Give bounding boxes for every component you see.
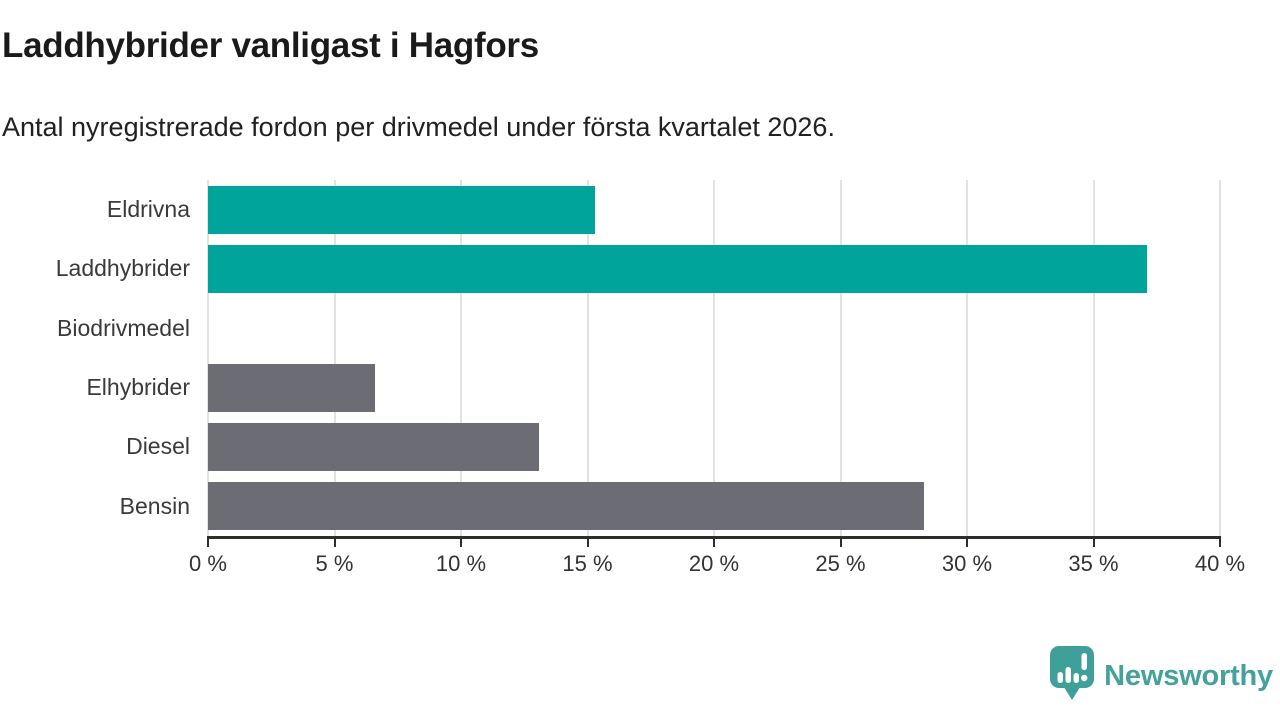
x-axis-tick-label: 15 %	[562, 551, 613, 576]
bar-row: Eldrivna	[0, 180, 1220, 239]
bubble-shape	[1050, 646, 1095, 700]
x-axis-tick	[586, 539, 589, 547]
bar-track	[208, 482, 1220, 531]
bar	[208, 422, 540, 471]
gridline-10	[460, 180, 462, 536]
x-axis-tick	[839, 539, 842, 547]
grid-layer	[207, 180, 1221, 536]
x-axis-tick	[966, 539, 968, 547]
newsworthy-wordmark: Newsworthy	[1104, 659, 1273, 692]
x-axis-tick-label: 35 %	[1068, 551, 1119, 576]
x-axis-tick-label: 20 %	[688, 551, 740, 576]
x-axis: 0 % 5 % 10 % 15 % 20 % 25 % 30 % 35 % 40 %	[189, 539, 1245, 589]
gridline-35	[1092, 180, 1095, 536]
x-axis-tick-label: 5 %	[315, 551, 354, 576]
bar-rows: Eldrivna Laddhybrider Biodrivmedel Elhybrid…	[0, 180, 1220, 536]
bar	[208, 244, 1147, 293]
gridline-30	[966, 180, 968, 536]
gridline-0	[207, 180, 209, 536]
chart-subtitle: Antal nyregistrerade fordon per drivmede…	[2, 112, 835, 142]
x-axis-tick-label: 25 %	[815, 551, 866, 576]
bar-chart: Eldrivna Laddhybrider Biodrivmedel Elhybrid…	[0, 180, 1222, 536]
category-label: Diesel	[126, 433, 190, 460]
gridline-15	[586, 180, 589, 536]
x-axis-line	[207, 536, 1221, 539]
x-axis-tick	[1219, 539, 1221, 547]
bar-row: Diesel	[0, 417, 1220, 476]
bar-track	[208, 422, 1220, 471]
bar-row: Laddhybrider	[0, 239, 1220, 298]
x-axis-tick-label: 0 %	[189, 551, 227, 576]
x-axis-tick-label: 40 %	[1194, 551, 1246, 576]
newsworthy-speech-bubble-chart-icon	[1049, 645, 1095, 707]
gridline-5	[333, 180, 336, 536]
bar	[208, 363, 375, 412]
bar	[208, 482, 924, 531]
gridline-40	[1219, 180, 1221, 536]
gridline-25	[839, 180, 842, 536]
gridline-20	[713, 180, 715, 536]
x-axis-tick-label: 30 %	[941, 551, 993, 576]
bar-row: Biodrivmedel	[0, 299, 1220, 358]
x-axis-tick	[207, 539, 209, 547]
bar	[208, 185, 596, 234]
category-label: Elhybrider	[86, 374, 190, 401]
x-axis-tick	[1092, 539, 1095, 547]
bar-track	[208, 363, 1220, 412]
category-label: Biodrivmedel	[57, 314, 190, 341]
bar-row: Elhybrider	[0, 358, 1220, 417]
category-label: Laddhybrider	[55, 255, 190, 282]
category-label: Bensin	[119, 492, 190, 519]
category-label: Eldrivna	[106, 196, 190, 223]
x-axis-tick	[333, 539, 336, 547]
x-axis-tick	[460, 539, 462, 547]
x-axis-tick-label: 10 %	[435, 551, 487, 576]
chart-title: Laddhybrider vanligast i Hagfors	[2, 26, 539, 65]
newsworthy-logo[interactable]: Newsworthy	[1049, 645, 1273, 707]
bar-track	[208, 244, 1220, 293]
bar-track	[208, 304, 1220, 352]
bar-row: Bensin	[0, 477, 1220, 536]
bar-track	[208, 185, 1220, 234]
x-axis-tick	[713, 539, 715, 547]
